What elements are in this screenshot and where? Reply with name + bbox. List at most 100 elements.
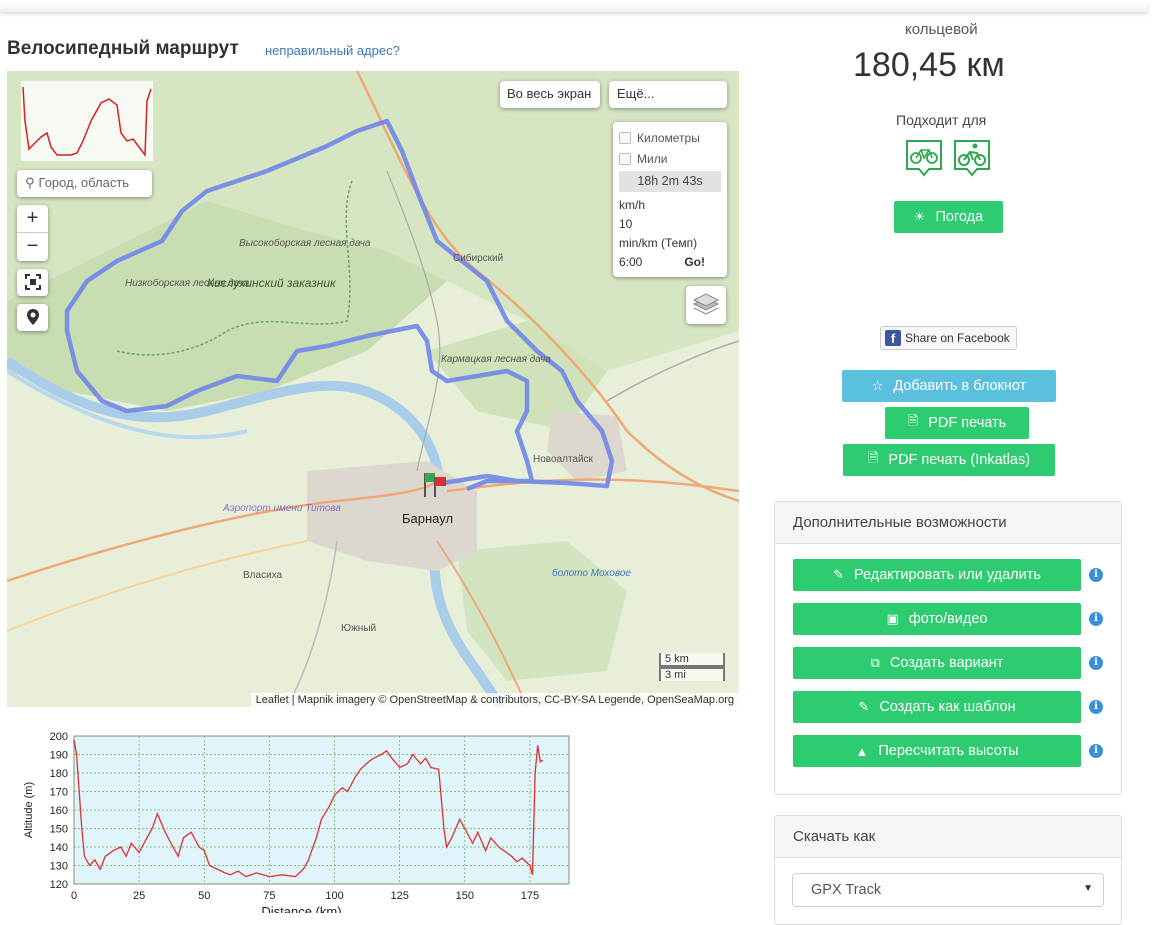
add-notebook-button[interactable]: ☆ Добавить в блокнот: [842, 370, 1056, 402]
zoom-control: + −: [17, 205, 48, 261]
info-icon[interactable]: i: [1089, 656, 1103, 670]
download-format-select[interactable]: GPX Track ▼: [792, 873, 1104, 907]
wrong-address-link[interactable]: неправильный адрес?: [265, 43, 400, 58]
mi-option[interactable]: Мили: [619, 148, 721, 169]
map-label-barnaul: Барнаул: [402, 511, 454, 526]
suitable-for-label: Подходит для: [896, 112, 987, 128]
download-title: Скачать как: [775, 816, 1121, 858]
photo-video-button[interactable]: ▣ фото/видео: [793, 603, 1081, 635]
map-label-airport: Аэропорт имени Титова: [223, 503, 341, 514]
go-button[interactable]: Go!: [684, 255, 705, 269]
mi-label: Мили: [637, 151, 668, 166]
mi-checkbox[interactable]: [619, 152, 631, 165]
recalc-elevation-button[interactable]: ▲ Пересчитать высоты: [793, 735, 1081, 767]
x-axis-label: Distance (km): [261, 904, 341, 913]
locate-button[interactable]: [17, 304, 48, 331]
layers-button[interactable]: [686, 286, 726, 324]
map-label-kislukhinsky: Кислухинский заказник: [207, 276, 336, 290]
map-pin-icon: [26, 309, 39, 325]
map-scale: 5 km 3 mi: [659, 653, 725, 681]
zoom-in-button[interactable]: +: [17, 205, 48, 233]
more-menu-button[interactable]: Ещё...: [609, 81, 727, 108]
elevation-chart: 120 130 140 150 160 170 180 190 200 0 25 50 75 100 125…: [23, 731, 570, 913]
chevron-down-icon: ▼: [1083, 883, 1093, 894]
location-search-input[interactable]: ⚲ Город, область: [17, 170, 152, 197]
create-template-label: Создать как шаблон: [879, 699, 1016, 715]
weather-label: Погода: [935, 209, 984, 225]
km-option[interactable]: Километры: [619, 127, 721, 148]
add-notebook-label: Добавить в блокнот: [893, 378, 1027, 394]
info-icon[interactable]: i: [1089, 612, 1103, 626]
recalc-elevation-label: Пересчитать высоты: [878, 743, 1019, 759]
map-label-boloto: болото Моховое: [552, 568, 631, 579]
km-checkbox[interactable]: [619, 131, 631, 144]
map-label-karmatskaya: Кармацкая лесная дача: [441, 354, 551, 365]
map-base: [7, 71, 739, 707]
y-tick-label: 120: [50, 879, 68, 891]
km-label: Километры: [637, 130, 700, 145]
speed-label: km/h: [619, 198, 646, 212]
y-tick-label: 170: [50, 787, 68, 799]
edit-square-icon: ✎: [858, 699, 870, 714]
info-icon[interactable]: i: [1089, 744, 1103, 758]
y-tick-label: 140: [50, 842, 68, 854]
pace-label: min/km (Темп): [619, 236, 698, 250]
zoom-out-button[interactable]: −: [26, 235, 39, 257]
speed-input[interactable]: 10: [619, 217, 633, 231]
start-finish-flag-icon[interactable]: [419, 469, 459, 499]
edit-delete-label: Редактировать или удалить: [853, 567, 1041, 583]
x-tick-label: 50: [198, 890, 210, 902]
top-navbar: [0, 0, 1148, 12]
x-tick-label: 0: [71, 890, 77, 902]
info-icon[interactable]: i: [1089, 700, 1103, 714]
pdf-inkatlas-button[interactable]: 🗎 PDF печать (Inkatlas): [843, 444, 1055, 476]
pace-input[interactable]: 6:00: [619, 255, 643, 269]
page-title: Велосипедный маршрут: [7, 38, 239, 59]
route-map[interactable]: Высокоборская лесная дача Низкоборская л…: [7, 71, 739, 707]
scale-km: 5 km: [659, 653, 725, 667]
share-facebook-button[interactable]: f Share on Facebook: [880, 326, 1017, 350]
expand-icon: [24, 274, 41, 290]
speed-panel: Километры Мили 18h 2m 43s km/h 10 min/km…: [613, 122, 727, 277]
x-tick-label: 175: [521, 890, 539, 902]
travel-time: 18h 2m 43s: [619, 171, 721, 192]
copy-icon: ⧉: [870, 655, 880, 670]
layers-icon: [692, 293, 720, 315]
pdf-icon: 🗎: [907, 413, 919, 428]
pdf-icon: 🗎: [867, 450, 879, 465]
y-axis-label: Altitude (m): [23, 782, 35, 838]
search-icon: ⚲: [25, 175, 35, 190]
map-label-sibirsky: Сибирский: [453, 253, 504, 264]
extra-options-title: Дополнительные возможности: [775, 502, 1121, 544]
share-facebook-label: Share on Facebook: [905, 331, 1010, 345]
y-tick-label: 190: [50, 750, 68, 762]
fullscreen-button[interactable]: Во весь экран: [500, 81, 600, 108]
image-icon: ▣: [886, 611, 899, 626]
create-variant-label: Создать вариант: [889, 655, 1004, 671]
fit-bounds-button[interactable]: [17, 269, 48, 296]
map-label-nizkoborskaya: Низкоборская лесная дача: [125, 278, 250, 289]
star-icon: ☆: [871, 378, 884, 393]
y-tick-label: 160: [50, 805, 68, 817]
info-icon[interactable]: i: [1089, 568, 1103, 582]
pdf-print-button[interactable]: 🗎 PDF печать: [885, 407, 1029, 439]
x-tick-label: 150: [456, 890, 474, 902]
x-tick-label: 125: [390, 890, 408, 902]
map-attribution[interactable]: Leaflet | Mapnik imagery © OpenStreetMap…: [250, 693, 739, 707]
scale-mi: 3 mi: [659, 667, 725, 681]
download-panel: Скачать как: [774, 815, 1122, 925]
y-tick-label: 200: [50, 731, 68, 743]
elevation-thumbnail[interactable]: [21, 81, 153, 161]
route-distance: 180,45 км: [853, 46, 1005, 84]
edit-delete-button[interactable]: ✎ Редактировать или удалить: [793, 559, 1081, 591]
photo-video-label: фото/видео: [908, 611, 988, 627]
download-format-value: GPX Track: [811, 882, 882, 898]
x-tick-label: 75: [263, 890, 275, 902]
weather-button[interactable]: ☀ Погода: [894, 201, 1003, 233]
y-tick-label: 130: [50, 861, 68, 873]
mountain-bike-icon: [954, 140, 990, 177]
map-label-novoaltaysk: Новоалтайск: [533, 454, 593, 465]
create-template-button[interactable]: ✎ Создать как шаблон: [793, 691, 1081, 723]
create-variant-button[interactable]: ⧉ Создать вариант: [793, 647, 1081, 679]
x-tick-label: 100: [325, 890, 343, 902]
